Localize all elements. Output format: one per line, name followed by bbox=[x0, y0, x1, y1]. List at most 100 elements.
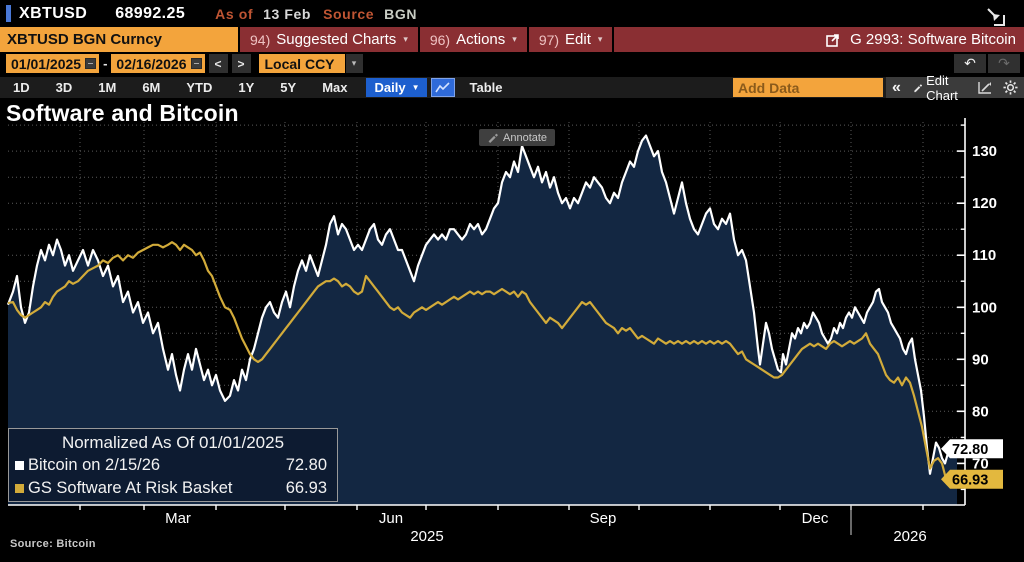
legend-label: Bitcoin on 2/15/26 bbox=[28, 456, 161, 474]
menu-number: 97) bbox=[538, 31, 560, 48]
menu-label: Actions bbox=[456, 31, 506, 48]
range-1y[interactable]: 1Y bbox=[238, 80, 255, 95]
source-value: BGN bbox=[384, 5, 418, 22]
last-price-tag bbox=[941, 469, 1003, 489]
range-1m[interactable]: 1M bbox=[98, 80, 117, 95]
next-period-button[interactable]: > bbox=[231, 54, 251, 73]
chevron-down-icon: ▼ bbox=[411, 83, 420, 92]
edit-menu[interactable]: 97) Edit ▾ bbox=[528, 27, 613, 52]
y-axis-tick-label: 80 bbox=[972, 403, 989, 420]
annotate-chart-icon[interactable] bbox=[978, 81, 992, 94]
calendar-icon[interactable] bbox=[190, 58, 202, 69]
chart-reference-bar: G 2993: Software Bitcoin bbox=[614, 27, 1024, 52]
calendar-icon[interactable] bbox=[85, 58, 97, 69]
legend-value: 72.80 bbox=[285, 456, 327, 474]
redo-button[interactable]: ↷ bbox=[988, 54, 1020, 73]
security-name-field[interactable]: XBTUSD BGN Curncy bbox=[0, 27, 238, 52]
function-ribbon: XBTUSD BGN Curncy 94) Suggested Charts ▾… bbox=[0, 27, 1024, 52]
cursor-caret bbox=[6, 5, 11, 22]
x-axis-month-label: Mar bbox=[165, 510, 191, 527]
pencil-icon bbox=[488, 133, 498, 143]
ticker-symbol: XBTUSD bbox=[19, 4, 88, 22]
suggested-charts-menu[interactable]: 94) Suggested Charts ▾ bbox=[240, 27, 418, 52]
software-line bbox=[7, 241, 958, 486]
y-axis-tick-label: 90 bbox=[972, 351, 989, 368]
range-max[interactable]: Max bbox=[322, 80, 348, 95]
bitcoin-line bbox=[6, 134, 958, 475]
annotate-button[interactable]: Annotate bbox=[479, 129, 556, 146]
as-of-label: As of bbox=[215, 5, 254, 22]
table-view-button[interactable]: Table bbox=[469, 80, 503, 95]
menu-number: 94) bbox=[250, 31, 271, 48]
legend-item-bitcoin: Bitcoin on 2/15/26 72.80 bbox=[15, 454, 331, 477]
y-axis-tick-label: 120 bbox=[972, 195, 997, 212]
prev-period-button[interactable]: < bbox=[208, 54, 228, 73]
line-chart-type-button[interactable] bbox=[431, 78, 456, 97]
legend-value: 66.93 bbox=[285, 479, 327, 497]
legend-item-software: GS Software At Risk Basket 66.93 bbox=[15, 477, 331, 500]
end-date-field[interactable]: 02/16/2026 bbox=[111, 54, 205, 73]
mouse-cursor-icon bbox=[987, 8, 1005, 26]
chart-legend: Normalized As Of 01/01/2025 Bitcoin on 2… bbox=[8, 428, 338, 502]
bitcoin-series-swatch bbox=[15, 461, 24, 470]
x-axis-month-label: Dec bbox=[802, 510, 829, 527]
y-axis-tick-label: 110 bbox=[972, 247, 996, 264]
menu-label: Edit bbox=[565, 31, 591, 48]
software-series-swatch bbox=[15, 484, 24, 493]
as-of-date: 13 Feb bbox=[263, 5, 312, 22]
range-5y[interactable]: 5Y bbox=[280, 80, 297, 95]
gear-icon[interactable] bbox=[1003, 80, 1018, 95]
legend-header: Normalized As Of 01/01/2025 bbox=[61, 433, 285, 452]
collapse-panel-button[interactable]: « bbox=[892, 78, 901, 96]
pencil-icon bbox=[914, 84, 923, 93]
terminal-title-bar: XBTUSD 68992.25 As of 13 Feb Source BGN bbox=[0, 0, 1024, 27]
line-chart-icon bbox=[435, 81, 451, 92]
period-select[interactable]: Daily ▼ bbox=[366, 78, 428, 97]
date-toolbar: 01/01/2025 - 02/16/2026 < > Local CCY ▾ … bbox=[0, 53, 1024, 74]
x-axis-month-label: Sep bbox=[590, 510, 617, 527]
currency-dropdown-icon[interactable]: ▾ bbox=[345, 54, 363, 73]
chevron-down-icon: ▾ bbox=[597, 34, 603, 44]
range-toolbar: 1D 3D 1M 6M YTD 1Y 5Y Max Daily ▼ Table … bbox=[0, 73, 1024, 103]
bitcoin-area-fill bbox=[8, 135, 957, 505]
x-axis-year-label: 2025 bbox=[410, 528, 443, 545]
edit-chart-label: Edit Chart bbox=[926, 72, 958, 103]
chart-panel: 70 80 90 100 110 120 130 Mar Jun Sep Dec 2025 2026 72… bbox=[0, 100, 1024, 562]
add-data-input[interactable]: Add Data bbox=[733, 78, 883, 97]
x-axis-year-label: 2026 bbox=[893, 528, 926, 545]
chart-id-label: G 2993: Software Bitcoin bbox=[850, 31, 1016, 48]
last-price-tag-value: 72.80 bbox=[952, 442, 988, 458]
chart-tools-strip: « Edit Chart bbox=[886, 73, 1024, 103]
chart-title: Software and Bitcoin bbox=[6, 100, 239, 126]
start-date-value: 01/01/2025 bbox=[11, 55, 82, 72]
chevron-down-icon: ▾ bbox=[512, 34, 517, 44]
price-chart[interactable]: 70 80 90 100 110 120 130 Mar Jun Sep Dec 2025 2026 72… bbox=[0, 100, 1024, 562]
y-axis-tick-label: 100 bbox=[972, 299, 997, 316]
range-3d[interactable]: 3D bbox=[55, 80, 73, 95]
actions-menu[interactable]: 96) Actions ▾ bbox=[419, 27, 527, 52]
y-axis-tick-label: 130 bbox=[972, 143, 997, 160]
range-ytd[interactable]: YTD bbox=[186, 80, 213, 95]
annotate-label: Annotate bbox=[503, 131, 548, 144]
start-date-field[interactable]: 01/01/2025 bbox=[6, 54, 100, 73]
export-icon[interactable] bbox=[826, 33, 840, 47]
end-date-value: 02/16/2026 bbox=[116, 55, 187, 72]
last-price-tag bbox=[941, 439, 1003, 459]
range-1d[interactable]: 1D bbox=[13, 80, 30, 95]
last-price: 68992.25 bbox=[115, 4, 186, 22]
menu-number: 96) bbox=[429, 31, 451, 48]
x-axis-month-label: Jun bbox=[379, 510, 403, 527]
menu-label: Suggested Charts bbox=[276, 31, 397, 48]
source-label: Source bbox=[323, 5, 375, 22]
source-note: Source: Bitcoin bbox=[10, 538, 96, 550]
last-price-tag-value: 66.93 bbox=[952, 472, 988, 488]
legend-label: GS Software At Risk Basket bbox=[28, 479, 233, 497]
currency-select[interactable]: Local CCY bbox=[258, 54, 345, 73]
period-value: Daily bbox=[374, 80, 406, 95]
date-range-separator: - bbox=[103, 56, 108, 71]
edit-chart-button[interactable]: Edit Chart bbox=[913, 73, 967, 103]
undo-button[interactable]: ↶ bbox=[954, 54, 986, 73]
y-axis-tick-label: 70 bbox=[972, 455, 989, 472]
chevron-down-icon: ▾ bbox=[403, 34, 408, 44]
range-6m[interactable]: 6M bbox=[142, 80, 161, 95]
